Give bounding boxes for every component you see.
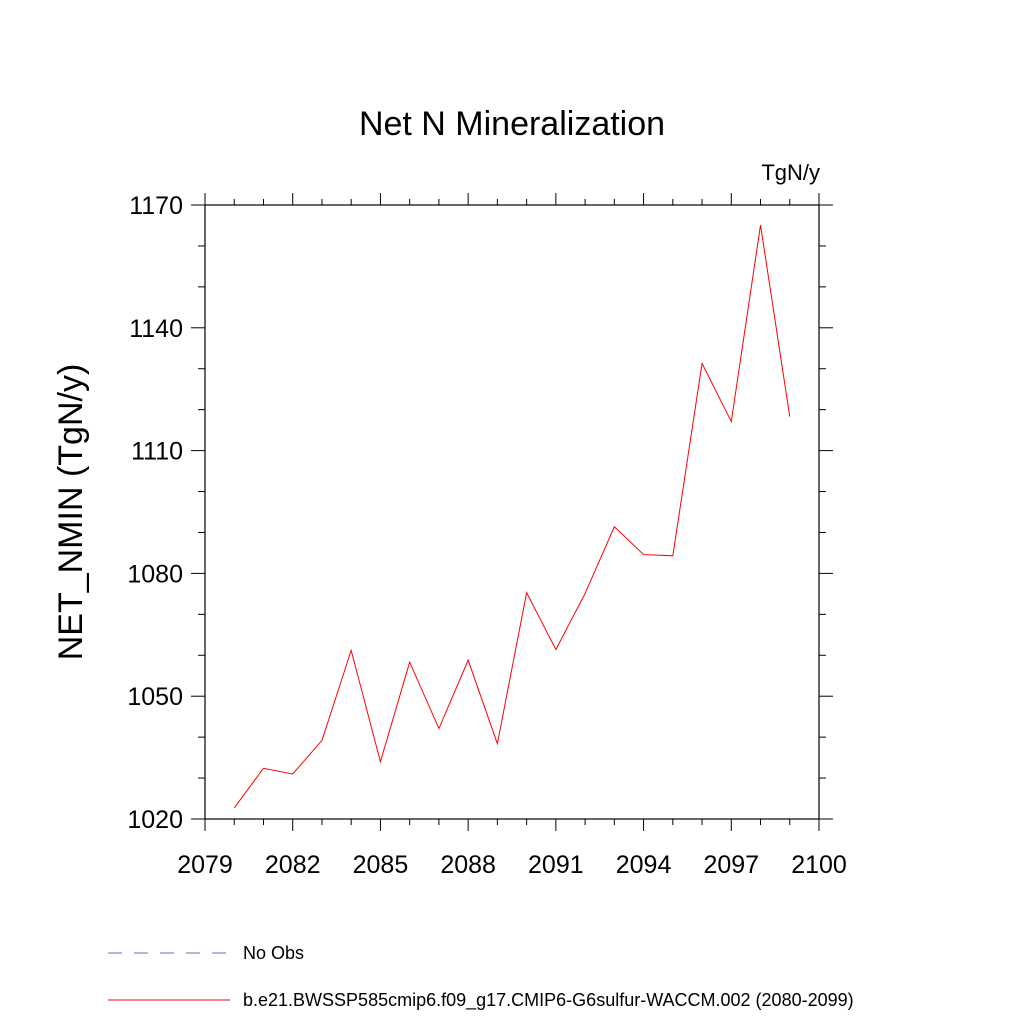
y-tick-label: 1050: [127, 683, 183, 711]
y-tick-labels: 1020 1050 1080 1110 1140 1170: [127, 192, 183, 834]
x-tick-labels: 2079 2082 2085 2088 2091 2094 2097 2100: [177, 851, 847, 879]
y-tick-label: 1170: [129, 192, 183, 220]
y-axis-label: NET_NMIN (TgN/y): [52, 364, 90, 661]
x-tick-label: 2091: [528, 851, 584, 879]
y-tick-label: 1110: [131, 438, 183, 466]
x-tick-label: 2082: [265, 851, 321, 879]
x-tick-label: 2100: [791, 851, 847, 879]
x-tick-label: 2088: [440, 851, 496, 879]
x-tick-label: 2094: [616, 851, 672, 879]
x-tick-label: 2097: [703, 851, 759, 879]
x-tick-label: 2079: [177, 851, 233, 879]
units-label: TgN/y: [761, 160, 820, 185]
series-line-0: [233, 224, 791, 809]
legend-label-model: b.e21.BWSSP585cmip6.f09_g17.CMIP6-G6sulf…: [243, 990, 854, 1011]
series-group: [233, 224, 791, 809]
y-tick-label: 1020: [127, 806, 183, 834]
y-tick-label: 1140: [129, 315, 183, 343]
legend-label-no-obs: No Obs: [243, 943, 304, 963]
legend: No Obs b.e21.BWSSP585cmip6.f09_g17.CMIP6…: [108, 943, 854, 1011]
x-tick-label: 2085: [353, 851, 409, 879]
axis-ticks: [191, 193, 833, 831]
chart-title: Net N Mineralization: [359, 105, 665, 143]
y-tick-label: 1080: [127, 560, 183, 588]
plot-frame: [204, 204, 820, 820]
